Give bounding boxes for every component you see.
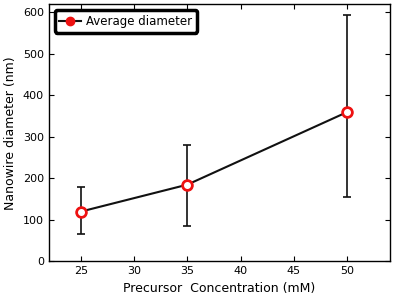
X-axis label: Precursor  Concentration (mM): Precursor Concentration (mM)	[123, 282, 315, 295]
Legend: Average diameter: Average diameter	[55, 10, 197, 33]
Y-axis label: Nanowire diameter (nm): Nanowire diameter (nm)	[4, 56, 17, 210]
